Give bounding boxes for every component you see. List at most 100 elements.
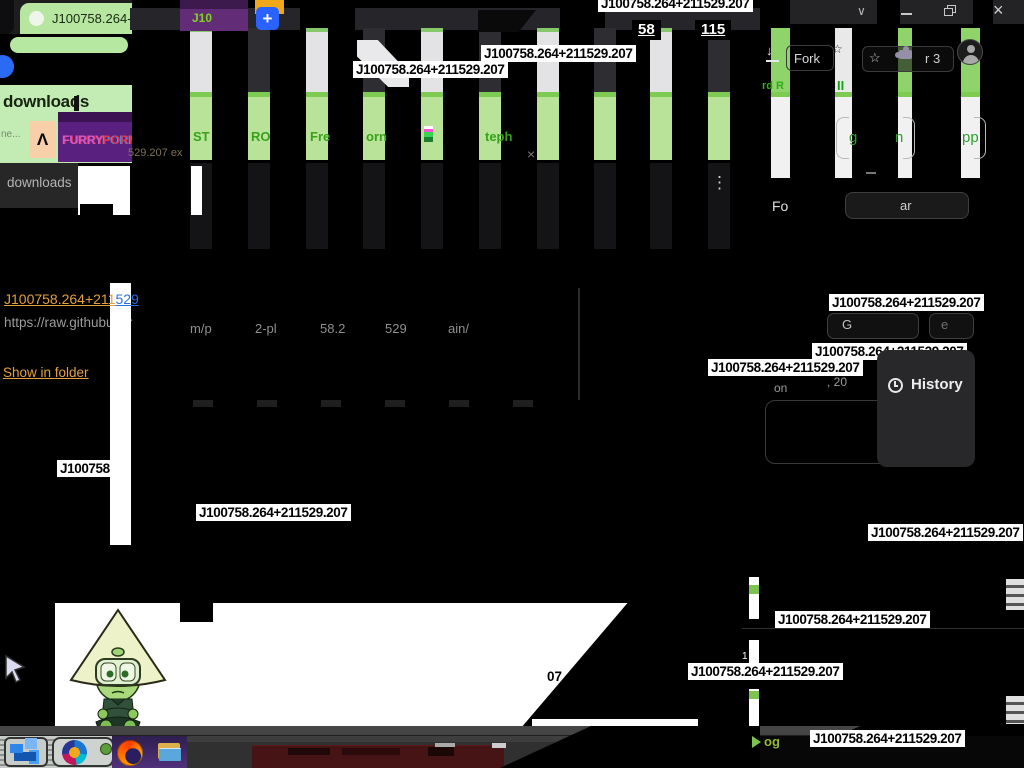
star-icon[interactable]: ☆ <box>869 50 881 65</box>
path-fragment: 58.2 <box>320 321 346 336</box>
bookmark-ne[interactable]: ne... <box>1 129 21 140</box>
chevron-down-icon[interactable]: ∨ <box>857 4 866 18</box>
caret-logo[interactable]: Λ <box>29 121 56 158</box>
g-button[interactable] <box>827 313 919 339</box>
new-tab-button[interactable]: + <box>256 7 279 30</box>
thumb-mark <box>288 748 330 755</box>
star-icon-small[interactable]: ☆ <box>832 42 843 56</box>
band-gap <box>560 8 605 30</box>
stripe-bit-green <box>749 585 759 594</box>
dash-glitch <box>866 172 876 174</box>
history-label: History <box>911 376 963 393</box>
dim-stripe <box>537 163 559 249</box>
caret-icon: Λ <box>36 130 49 149</box>
thumb-light <box>492 743 506 748</box>
browser-tab-active[interactable]: J100758.264-2 <box>20 3 132 34</box>
peridot-character <box>68 606 168 738</box>
address-bar[interactable] <box>10 37 128 53</box>
searchbox-edge <box>836 117 849 159</box>
filename-main: J100758.264+211 <box>4 291 116 307</box>
download-filename-link[interactable]: J100758.264+211529 <box>4 291 139 307</box>
object-label: J100758.264+211529.207 <box>868 524 1023 541</box>
glitch-stripe <box>306 28 328 160</box>
bookmark-orn[interactable]: orn <box>366 129 387 144</box>
blue-orb-glitch <box>0 55 14 78</box>
thumb-mark <box>342 748 400 755</box>
fragment-n: n <box>895 129 904 146</box>
stripe-bit <box>749 640 759 664</box>
browser-tab-inactive[interactable]: J10 <box>180 0 248 31</box>
firefox-icon[interactable] <box>117 740 143 766</box>
e-button[interactable] <box>929 313 974 339</box>
bookmark-st[interactable]: ST <box>193 129 210 144</box>
glitch-stripe <box>650 28 672 160</box>
pill-button[interactable] <box>845 192 969 219</box>
black-notch <box>180 595 213 622</box>
downloads-panel-label: downloads <box>7 175 72 190</box>
fragment-ii: II <box>837 78 845 93</box>
stripe-bit-green <box>749 691 759 699</box>
label-tail: 07 <box>547 669 563 684</box>
dim-stripe <box>421 163 443 249</box>
restore-button[interactable] <box>944 5 958 18</box>
object-label: J100758.264+211529.207 <box>810 730 965 747</box>
downloads-title: downloads <box>3 92 90 111</box>
fork-label: Fork <box>794 51 820 66</box>
bookmark-ro[interactable]: RO <box>251 129 271 144</box>
tab-strip-corner <box>0 0 14 34</box>
close-button[interactable]: × <box>993 0 1004 20</box>
close-icon-stray[interactable]: × <box>527 146 536 162</box>
fragment-og: og <box>764 734 780 749</box>
scrollbar-line[interactable] <box>578 288 580 400</box>
searchbox-edge <box>903 117 915 159</box>
text-cursor-glitch <box>74 96 79 111</box>
object-label: J100758.264+211529.207 <box>775 611 930 628</box>
glitch-stripe <box>248 28 270 160</box>
avatar[interactable] <box>957 39 983 65</box>
green-dot <box>100 743 112 755</box>
bookmark-fre[interactable]: Fre <box>310 129 331 144</box>
glitch-link-115[interactable]: 115 <box>695 20 732 40</box>
clock-icon <box>888 378 903 393</box>
black-glitch-bit <box>80 204 113 215</box>
object-label: J100758.264+211529.207 <box>829 294 984 311</box>
tab2-title: J10 <box>192 11 213 25</box>
kebab-menu-icon[interactable]: ⋮ <box>711 173 728 192</box>
tab-title: J100758.264-2 <box>52 11 132 26</box>
path-fragment: 2-pl <box>255 321 277 336</box>
dim-stripe <box>306 163 328 249</box>
dash-mark <box>385 400 405 407</box>
puzzle-icon <box>895 46 912 60</box>
glitch-stripe <box>771 28 790 178</box>
edge-bit <box>1006 696 1024 724</box>
object-label: J100758.264+211529.207 <box>708 359 863 376</box>
white-bar <box>532 719 698 730</box>
fragment-rd-r: rd R <box>762 80 784 92</box>
glitch-stripe <box>190 28 212 160</box>
github-icon <box>29 11 44 26</box>
chrome-icon[interactable] <box>62 740 87 765</box>
show-in-folder-link[interactable]: Show in folder <box>3 365 89 380</box>
furry-bookmark[interactable]: FURRY PORN <box>58 112 132 162</box>
furry-label-b: PORN <box>103 133 132 147</box>
fork-button[interactable] <box>786 45 834 71</box>
download-icon[interactable]: ↓ <box>766 42 779 62</box>
glitch-stripe <box>835 28 852 178</box>
fragment-one: 1 <box>742 651 748 662</box>
white-panel-wedge <box>505 603 628 735</box>
fragment-date: , 20 <box>827 375 848 389</box>
minimize-button[interactable] <box>901 13 912 15</box>
band-gap <box>300 8 355 30</box>
glitch-link-58[interactable]: 58 <box>632 20 661 40</box>
filename-highlight: 529 <box>115 291 139 307</box>
file-explorer-icon[interactable] <box>158 741 182 762</box>
titlebar-gap <box>877 0 900 24</box>
start-glitch-icon[interactable] <box>10 738 42 766</box>
faint-line <box>742 628 1024 629</box>
object-label: J100758.264+211529.207 <box>353 61 508 78</box>
browser-chunk: J100758.264-2 downloads ne... Λ FURRY PO… <box>0 0 132 215</box>
object-label: J100758.264+211529.207 <box>481 45 636 62</box>
tray-top-strip <box>0 726 1024 736</box>
bookmark-teph[interactable]: teph <box>485 129 513 144</box>
path-fragment: ain/ <box>448 321 469 336</box>
